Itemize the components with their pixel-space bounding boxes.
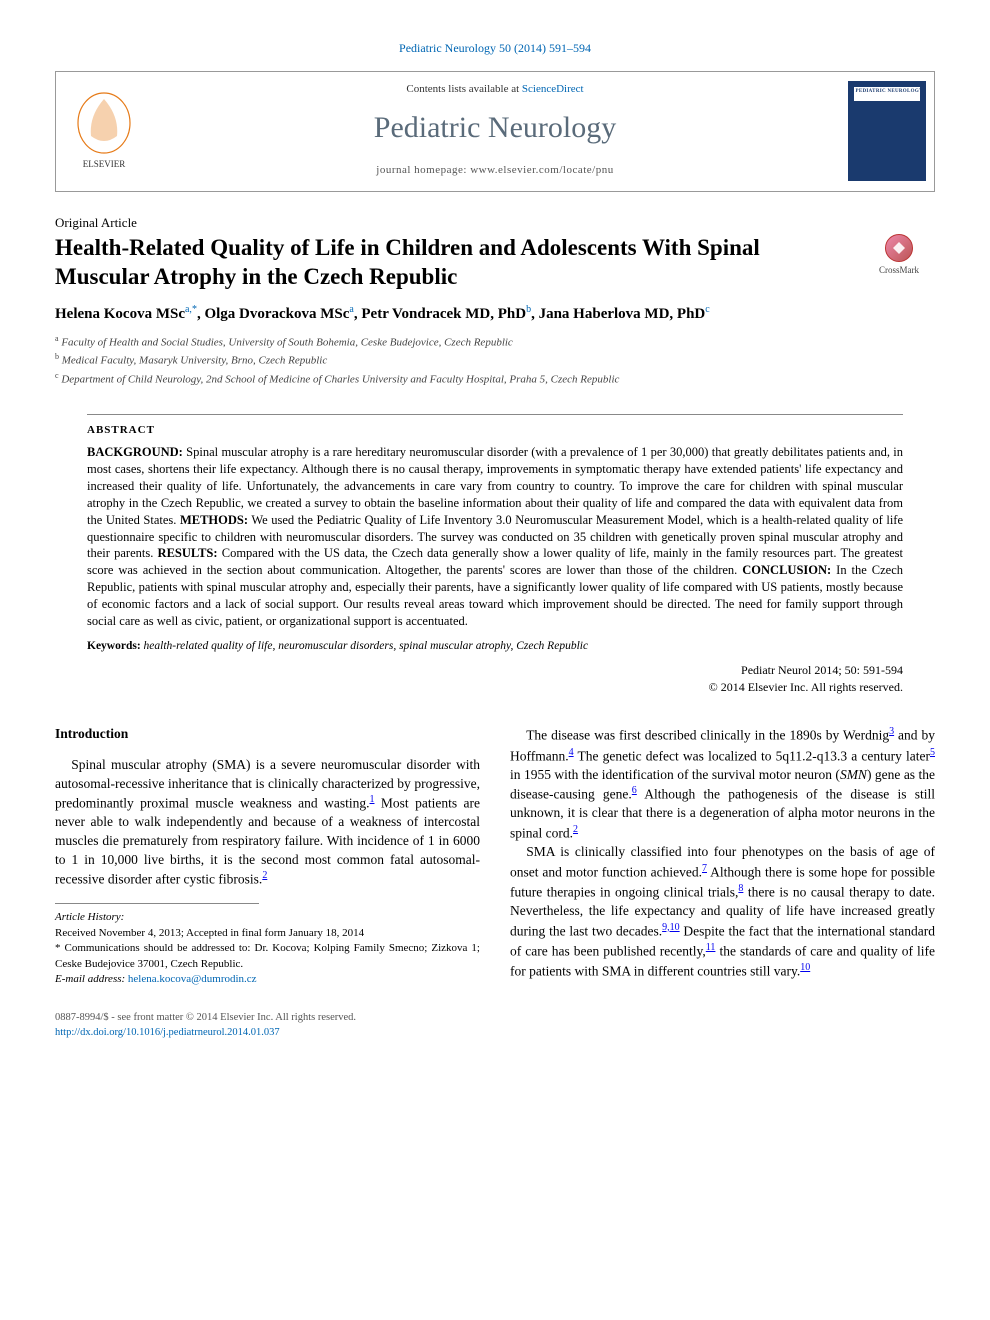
sciencedirect-link[interactable]: ScienceDirect [522,83,584,95]
journal-homepage: journal homepage: www.elsevier.com/locat… [151,163,839,178]
ref-2[interactable]: 2 [262,870,267,881]
ref-11[interactable]: 11 [706,942,716,953]
citation-line: Pediatric Neurology 50 (2014) 591–594 [55,40,935,57]
footnote-separator [55,903,259,904]
ref-10[interactable]: 10 [800,962,810,973]
article-type: Original Article [55,214,935,232]
journal-name: Pediatric Neurology [151,107,839,149]
affil-link-a[interactable]: a, [185,304,192,315]
front-matter: 0887-8994/$ - see front matter © 2014 El… [55,1011,356,1026]
journal-cover-thumb: PEDIATRIC NEUROLOGY [839,72,934,191]
page-footer: 0887-8994/$ - see front matter © 2014 El… [55,1011,935,1040]
elsevier-logo: ELSEVIER [56,72,151,191]
ref-5[interactable]: 5 [930,747,935,758]
affil-link-c[interactable]: c [705,304,709,315]
svg-text:ELSEVIER: ELSEVIER [82,159,125,169]
affiliations: a Faculty of Health and Social Studies, … [55,333,935,387]
ref-9-10[interactable]: 9,10 [662,922,680,933]
column-left: Introduction Spinal muscular atrophy (SM… [55,725,480,987]
article-title: Health-Related Quality of Life in Childr… [55,234,863,292]
email-link[interactable]: helena.kocova@dumrodin.cz [128,973,257,985]
intro-para-1: Spinal muscular atrophy (SMA) is a sever… [55,756,480,889]
introduction-heading: Introduction [55,725,480,744]
abstract-text: BACKGROUND: Spinal muscular atrophy is a… [87,444,903,630]
crossmark-badge[interactable]: CrossMark [863,234,935,277]
footnotes: Article History: Received November 4, 20… [55,910,480,987]
crossmark-icon [885,234,913,262]
ref-2b[interactable]: 2 [573,824,578,835]
intro-para-2: The disease was first described clinical… [510,725,935,843]
body-columns: Introduction Spinal muscular atrophy (SM… [55,725,935,987]
abstract-block: ABSTRACT BACKGROUND: Spinal muscular atr… [55,414,935,654]
journal-header: ELSEVIER Contents lists available at Sci… [55,71,935,192]
doi-link[interactable]: http://dx.doi.org/10.1016/j.pediatrneuro… [55,1027,280,1038]
contents-available: Contents lists available at ScienceDirec… [151,82,839,97]
keywords: Keywords: health-related quality of life… [87,638,903,654]
copyright: Pediatr Neurol 2014; 50: 591-594 © 2014 … [55,662,935,696]
abstract-label: ABSTRACT [87,423,903,438]
column-right: The disease was first described clinical… [510,725,935,987]
intro-para-3: SMA is clinically classified into four p… [510,843,935,981]
authors: Helena Kocova MSca,*, Olga Dvorackova MS… [55,303,935,325]
